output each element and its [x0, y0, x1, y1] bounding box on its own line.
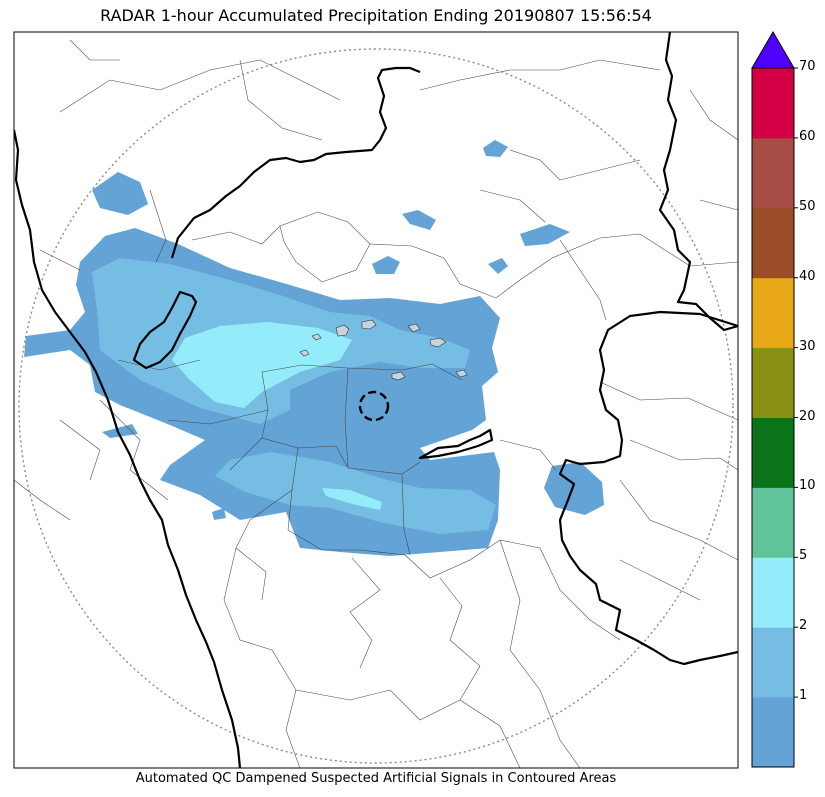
- colorbar-tick-label: 5: [799, 548, 808, 564]
- rain-streak-heavy: [322, 488, 382, 510]
- colorbar-swatch: [752, 487, 794, 558]
- colorbar-swatch: [752, 627, 794, 698]
- radar-site-marker: [358, 390, 390, 422]
- colorbar-tick-label: 1: [799, 688, 808, 704]
- colorbar-tick-label: 40: [799, 268, 816, 284]
- colorbar-swatch: [752, 347, 794, 418]
- colorbar-tick-label: 70: [799, 59, 816, 74]
- qc-contoured-areas: [299, 319, 468, 381]
- rain-core-heavy: [172, 322, 352, 408]
- colorbar: [751, 31, 798, 768]
- colorbar-tick-label: 2: [799, 618, 808, 634]
- state-border-north: [170, 66, 421, 259]
- colorbar-swatch: [752, 417, 794, 488]
- state-boundaries: [14, 32, 738, 768]
- state-border-enclave: [418, 428, 494, 460]
- rain-area-northwest: [92, 172, 148, 215]
- state-border-northwest: [132, 290, 198, 370]
- colorbar-tick-label: 20: [799, 408, 816, 424]
- state-border-east: [558, 310, 738, 666]
- colorbar-swatch: [752, 137, 794, 209]
- rain-area-east: [544, 462, 604, 515]
- colorbar-swatch: [752, 68, 794, 139]
- western-coastline: [14, 129, 242, 768]
- rain-area-north-4: [488, 258, 508, 274]
- rain-area-north-5: [520, 224, 570, 246]
- colorbar-tick-label: 10: [799, 478, 816, 494]
- colorbar-swatch: [752, 557, 794, 628]
- rain-area-west-1: [102, 424, 138, 438]
- colorbar-tick-label: 60: [799, 128, 816, 144]
- colorbar-tick-label: 50: [799, 198, 816, 214]
- rain-area-north-1: [483, 140, 508, 157]
- colorbar-swatch: [752, 277, 794, 349]
- colorbar-extend-arrow: [751, 31, 795, 69]
- map-frame: [13, 31, 739, 769]
- colorbar-outline: [751, 67, 795, 768]
- map-title: RADAR 1-hour Accumulated Precipitation E…: [100, 6, 652, 25]
- district-boundaries: [14, 39, 738, 768]
- radar-range-ring: [18, 48, 734, 764]
- colorbar-swatch: [752, 697, 794, 768]
- map-footer-note: Automated QC Dampened Suspected Artifici…: [135, 771, 617, 786]
- map-content: [14, 32, 738, 768]
- rain-area-north-2: [402, 210, 436, 230]
- colorbar-tick-label: 30: [799, 338, 816, 354]
- rain-area-north-3: [372, 256, 400, 274]
- colorbar-swatch: [752, 207, 794, 279]
- precip-heavy-rain: [172, 322, 382, 510]
- rain-area-west-2: [140, 400, 164, 414]
- state-border-northeast: [658, 32, 738, 332]
- rain-area-south-1: [212, 508, 226, 520]
